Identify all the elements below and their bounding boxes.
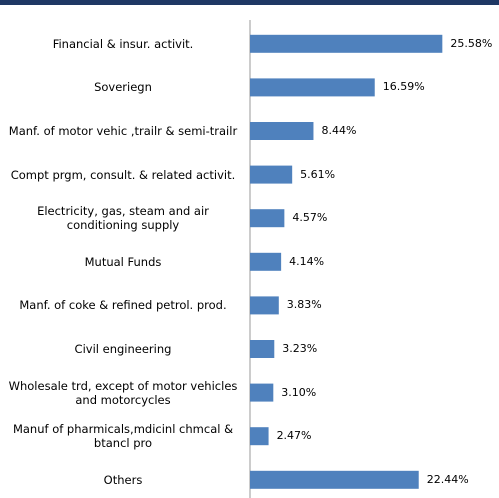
bar	[250, 252, 282, 271]
bar	[250, 165, 293, 184]
category-label: Wholesale trd, except of motor vehicles …	[8, 378, 238, 407]
bar	[250, 122, 314, 140]
value-label: 4.14%	[289, 254, 325, 268]
value-label: 25.58%	[450, 36, 493, 50]
bar	[250, 427, 269, 446]
bar	[250, 340, 275, 358]
category-label: Others	[103, 472, 143, 487]
category-label: Manuf of pharmicals,mdicinl chmcal & bta…	[12, 422, 234, 451]
category-label: Manf. of motor vehic ,trailr & semi-trai…	[8, 124, 238, 138]
bar	[250, 78, 375, 97]
bar	[250, 209, 285, 228]
value-label: 3.23%	[282, 342, 318, 355]
value-label: 3.83%	[286, 298, 322, 312]
category-label: Compt prgm, consult. & related activit.	[10, 167, 236, 182]
value-label: 16.59%	[382, 80, 425, 94]
header-band	[0, 0, 499, 5]
bar	[250, 383, 274, 402]
value-label: 5.61%	[300, 167, 336, 181]
category-label: Manf. of coke & refined petrol. prod.	[19, 298, 227, 313]
category-label: Financial & insur. activit.	[52, 36, 194, 51]
bar	[250, 296, 279, 315]
value-label: 8.44%	[321, 124, 357, 137]
category-label: Electricity, gas, steam and air conditio…	[37, 204, 209, 233]
value-label: 4.57%	[292, 211, 328, 225]
category-label: Civil engineering	[74, 342, 172, 356]
value-label: 3.10%	[281, 385, 317, 399]
bar	[250, 34, 443, 53]
value-label: 2.47%	[276, 429, 312, 443]
category-label: Mutual Funds	[84, 254, 162, 269]
bar	[250, 470, 419, 489]
category-label: Soveriegn	[94, 80, 152, 95]
value-label: 22.44%	[426, 472, 469, 486]
